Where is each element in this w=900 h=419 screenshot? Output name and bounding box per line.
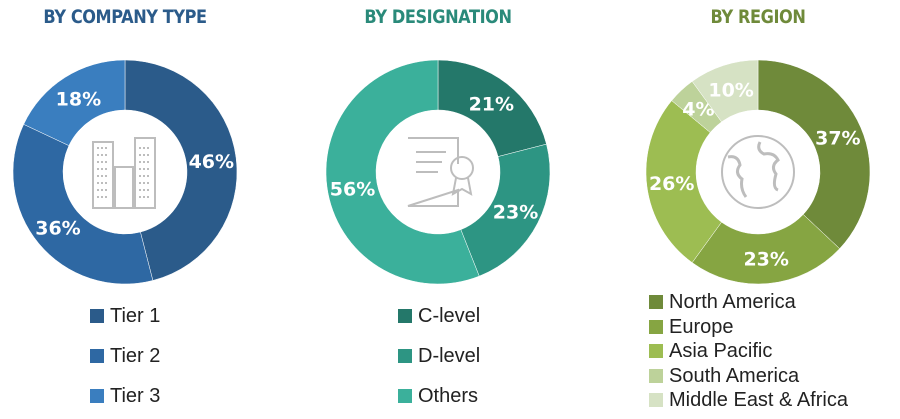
legend-item: North America [649,290,848,315]
data-label: 21% [469,93,514,115]
region-panel: BY REGION [633,0,883,419]
donut-slice-d-level [460,143,551,277]
legend-label: Tier 1 [110,305,161,327]
chart-title: BY DESIGNATION [364,6,512,28]
data-label: 26% [649,173,694,195]
legend-region: North America Europe Asia Pacific South … [649,290,848,413]
data-label: 4% [682,99,714,121]
data-label: 10% [708,79,753,101]
legend-item: Others [398,376,480,416]
legend-label: Others [418,385,479,407]
legend-label: Tier 3 [110,385,161,407]
certificate-icon [407,137,474,207]
legend-item: Middle East & Africa [649,388,848,413]
legend-label: Asia Pacific [669,340,773,362]
donut-slice-tier-1 [124,59,238,281]
legend-label: Middle East & Africa [669,389,848,411]
data-label: 46% [189,151,234,173]
data-label: 37% [815,127,860,149]
donut-slice-middle-east-africa [691,59,759,123]
legend-item: D-level [398,336,480,376]
legend-item: Tier 2 [90,336,160,376]
legend-company-type: Tier 1 Tier 2 Tier 3 [90,296,160,416]
buildings-icon [92,137,156,209]
data-label: 23% [493,201,538,223]
legend-label: North America [669,291,796,313]
donut-slice-tier-2 [12,123,154,285]
globe-icon [721,135,795,209]
chart-title: BY REGION [710,6,806,28]
data-label: 56% [330,178,375,200]
legend-designation: C-level D-level Others [398,296,480,416]
chart-title: BY COMPANY TYPE [43,6,207,28]
legend-item: Tier 1 [90,296,160,336]
company-type-panel: BY COMPANY TYPE [0,0,250,419]
donut-slice-tier-3 [23,59,126,146]
data-label: 18% [56,89,101,111]
donut-slice-asia-pacific [645,100,722,263]
donut-slice-others [325,59,480,285]
legend-label: Europe [669,315,734,338]
donut-slice-europe [691,214,840,285]
legend-item: Tier 3 [90,376,160,416]
designation-panel: BY DESIGNATION [313,0,563,419]
donut-slice-north-america [757,59,871,250]
data-label: 36% [35,217,80,239]
legend-item: South America [649,364,848,389]
legend-label: D-level [418,345,481,367]
legend-label: South America [669,364,800,387]
legend-label: C-level [418,305,481,327]
legend-item: C-level [398,296,480,336]
data-label: 23% [743,249,788,271]
legend-item: Asia Pacific [649,339,848,364]
legend-label: Tier 2 [110,345,161,367]
legend-item: Europe [649,315,848,340]
